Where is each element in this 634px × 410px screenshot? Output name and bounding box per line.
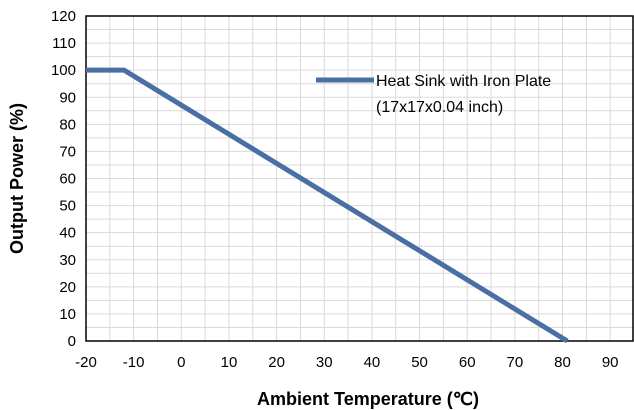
x-tick-label: -20 xyxy=(75,354,97,371)
x-tick-label: 10 xyxy=(221,354,238,371)
y-tick-label: 60 xyxy=(59,171,76,188)
x-tick-label: 40 xyxy=(364,354,381,371)
y-tick-label: 10 xyxy=(59,306,76,323)
legend-label-subtitle: (17x17x0.04 inch) xyxy=(376,99,503,116)
y-tick-label: 70 xyxy=(59,143,76,160)
series-layer xyxy=(86,67,569,344)
x-tick-label: 90 xyxy=(602,354,619,371)
y-tick-label: 50 xyxy=(59,198,76,215)
y-tick-label: 90 xyxy=(59,89,76,106)
x-tick-label: 50 xyxy=(411,354,428,371)
y-tick-label: 40 xyxy=(59,225,76,242)
y-tick-label: 80 xyxy=(59,116,76,133)
tick-labels: -20 -10 0 10 20 30 40 50 60 70 80 90 0 10 20 30 40 50 60 70… xyxy=(51,8,619,371)
y-axis-title: Output Power (%) xyxy=(7,103,27,254)
y-tick-label: 0 xyxy=(68,333,76,350)
x-axis-title: Ambient Temperature (℃) xyxy=(257,389,479,409)
y-tick-label: 30 xyxy=(59,252,76,269)
grid-lines xyxy=(86,16,634,341)
x-tick-label: 60 xyxy=(459,354,476,371)
x-tick-label: 80 xyxy=(554,354,571,371)
x-tick-label: 70 xyxy=(507,354,524,371)
x-tick-label: 0 xyxy=(177,354,185,371)
y-tick-label: 100 xyxy=(51,62,76,79)
plot-area-border xyxy=(85,15,634,342)
y-tick-label: 110 xyxy=(52,35,76,52)
x-tick-label: 20 xyxy=(268,354,285,371)
x-tick-label: 30 xyxy=(316,354,333,371)
legend: Heat Sink with Iron Plate (17x17x0.04 in… xyxy=(316,73,551,116)
x-tick-label: -10 xyxy=(123,354,145,371)
legend-label: Heat Sink with Iron Plate xyxy=(376,73,551,90)
y-tick-label: 120 xyxy=(51,8,76,25)
y-tick-label: 20 xyxy=(59,279,76,296)
series-line xyxy=(86,67,569,344)
